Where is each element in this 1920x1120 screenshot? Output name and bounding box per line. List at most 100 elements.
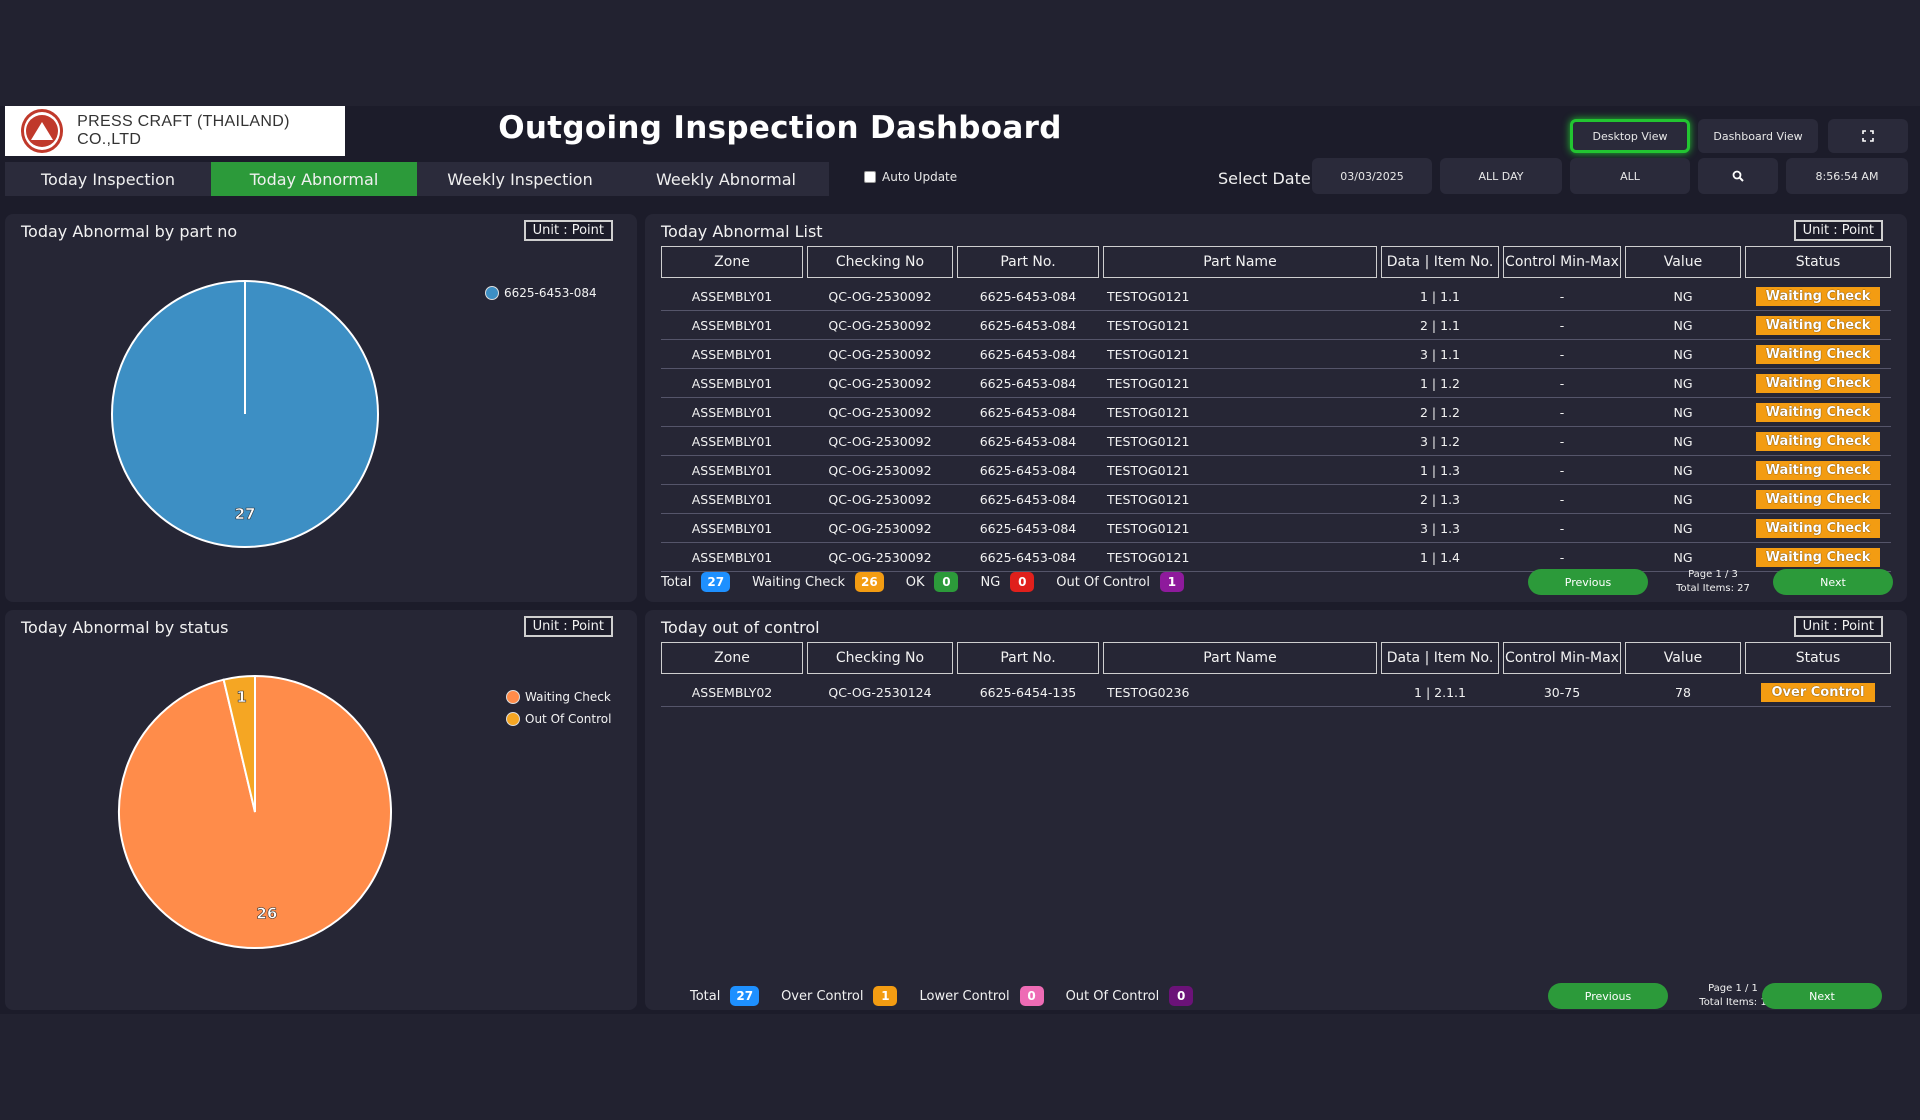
cell-checking-no: QC-OG-2530092	[828, 404, 932, 420]
tab-today-abnormal[interactable]: Today Abnormal	[211, 162, 417, 196]
abnormal-table-body: ASSEMBLY01 QC-OG-2530092 6625-6453-084 TEST…	[661, 282, 1891, 572]
table-row[interactable]: ASSEMBLY01 QC-OG-2530092 6625-6453-084 TEST…	[661, 514, 1891, 543]
cell-value: NG	[1673, 375, 1693, 391]
dashboard-view-button[interactable]: Dashboard View	[1698, 119, 1818, 153]
tab-weekly-inspection[interactable]: Weekly Inspection	[447, 169, 593, 189]
column-header-status: Status	[1745, 642, 1891, 674]
cell-status: Waiting Check	[1745, 456, 1891, 484]
table-row[interactable]: ASSEMBLY01 QC-OG-2530092 6625-6453-084 TEST…	[661, 427, 1891, 456]
table-row[interactable]: ASSEMBLY01 QC-OG-2530092 6625-6453-084 TEST…	[661, 282, 1891, 311]
search-button[interactable]	[1698, 158, 1778, 194]
tab-bar: Today Inspection Today Abnormal Weekly I…	[5, 162, 829, 196]
cell-checking-no: QC-OG-2530092	[828, 346, 932, 362]
cell-part-name: TESTOG0121	[1107, 433, 1190, 449]
summary-item: Out Of Control 1	[1056, 572, 1184, 592]
pie-chart-part: 27	[111, 280, 379, 548]
table-row[interactable]: ASSEMBLY01 QC-OG-2530092 6625-6453-084 TEST…	[661, 398, 1891, 427]
table-header: Zone Checking No Part No. Part Name Data | I…	[661, 642, 1891, 674]
pie-slice[interactable]	[222, 674, 256, 813]
shift-select[interactable]: ALL DAY	[1440, 158, 1562, 194]
cell-value: 78	[1675, 684, 1691, 700]
cell-checking-no: QC-OG-2530092	[828, 491, 932, 507]
cell-part-no: 6625-6453-084	[979, 549, 1077, 565]
cell-data-item-no: 3 | 1.2	[1420, 433, 1460, 449]
legend-label: Waiting Check	[525, 690, 611, 704]
unit-badge: Unit : Point	[1793, 616, 1883, 637]
table-row[interactable]: ASSEMBLY01 QC-OG-2530092 6625-6453-084 TEST…	[661, 311, 1891, 340]
tab-weekly-abnormal[interactable]: Weekly Abnormal	[656, 169, 796, 189]
column-header-value: Value	[1625, 642, 1741, 674]
cell-data-item-no: 1 | 1.4	[1420, 549, 1460, 565]
summary-item: Total 27	[661, 572, 731, 592]
next-button[interactable]: Next	[1773, 569, 1893, 595]
cell-zone: ASSEMBLY01	[691, 433, 773, 449]
unit-badge: Unit : Point	[523, 616, 613, 637]
cell-checking-no: QC-OG-2530092	[828, 288, 932, 304]
desktop-view-button[interactable]: Desktop View	[1570, 119, 1690, 153]
chart-title: Today Abnormal by part no	[21, 222, 238, 241]
zone-select[interactable]: ALL	[1570, 158, 1690, 194]
auto-update-checkbox[interactable]	[864, 171, 876, 183]
cell-part-name: TESTOG0121	[1107, 288, 1190, 304]
company-logo-icon	[21, 109, 64, 153]
column-header-part-name: Part Name	[1103, 246, 1377, 278]
auto-update-toggle[interactable]: Auto Update	[864, 170, 957, 184]
legend-item: Waiting Check	[506, 690, 611, 704]
table-row[interactable]: ASSEMBLY01 QC-OG-2530092 6625-6453-084 TEST…	[661, 369, 1891, 398]
pie-chart-status: 26 1	[118, 674, 392, 949]
column-header-data-item-no: Data | Item No.	[1381, 246, 1499, 278]
cell-zone: ASSEMBLY01	[691, 549, 773, 565]
status-badge: Over Control	[1761, 682, 1875, 702]
legend-swatch	[485, 286, 499, 300]
status-badge: Waiting Check	[1755, 373, 1881, 393]
status-badge: Waiting Check	[1755, 489, 1881, 509]
fullscreen-icon	[1862, 130, 1874, 142]
unit-badge: Unit : Point	[1793, 220, 1883, 241]
chart-legend: 6625-6453-084	[485, 286, 597, 300]
previous-button[interactable]: Previous	[1528, 569, 1648, 595]
cell-part-no: 6625-6453-084	[979, 317, 1077, 333]
status-badge: Waiting Check	[1755, 431, 1881, 451]
table-row[interactable]: ASSEMBLY01 QC-OG-2530092 6625-6453-084 TEST…	[661, 485, 1891, 514]
legend-item: 6625-6453-084	[485, 286, 597, 300]
unit-badge: Unit : Point	[523, 220, 613, 241]
table-row[interactable]: ASSEMBLY02 QC-OG-2530124 6625-6454-135 TEST…	[661, 678, 1891, 707]
cell-zone: ASSEMBLY01	[691, 375, 773, 391]
summary-item: Lower Control 0	[919, 986, 1044, 1006]
cell-part-no: 6625-6453-084	[979, 375, 1077, 391]
table-row[interactable]: ASSEMBLY01 QC-OG-2530092 6625-6453-084 TEST…	[661, 456, 1891, 485]
fullscreen-button[interactable]	[1828, 119, 1908, 153]
tab-today-inspection[interactable]: Today Inspection	[41, 169, 175, 189]
previous-button[interactable]: Previous	[1548, 983, 1668, 1009]
select-date-label: Select Date	[1218, 169, 1311, 188]
table-row[interactable]: ASSEMBLY01 QC-OG-2530092 6625-6453-084 TEST…	[661, 340, 1891, 369]
table-row[interactable]: ASSEMBLY01 QC-OG-2530092 6625-6453-084 TEST…	[661, 543, 1891, 572]
summary-item: Total 27	[690, 986, 760, 1006]
summary-label: Over Control	[781, 988, 864, 1004]
cell-part-name: TESTOG0121	[1107, 346, 1190, 362]
summary-count-badge: 1	[873, 986, 898, 1006]
cell-zone: ASSEMBLY02	[691, 684, 773, 700]
auto-update-label: Auto Update	[882, 170, 958, 184]
cell-status: Waiting Check	[1745, 543, 1891, 571]
cell-part-name: TESTOG0121	[1107, 462, 1190, 478]
next-button[interactable]: Next	[1762, 983, 1882, 1009]
cell-checking-no: QC-OG-2530092	[828, 549, 932, 565]
column-header-part-no: Part No.	[957, 246, 1099, 278]
cell-data-item-no: 3 | 1.1	[1420, 346, 1460, 362]
summary-item: Over Control 1	[781, 986, 898, 1006]
date-picker[interactable]: 03/03/2025	[1312, 158, 1432, 194]
cell-control-min-max: -	[1559, 288, 1565, 304]
cell-status: Waiting Check	[1745, 514, 1891, 542]
pie-data-label: 26	[256, 904, 277, 922]
cell-control-min-max: -	[1559, 491, 1565, 507]
cell-control-min-max: -	[1559, 317, 1565, 333]
cell-status: Waiting Check	[1745, 282, 1891, 310]
cell-part-name: TESTOG0121	[1107, 317, 1190, 333]
summary-item: NG 0	[980, 572, 1035, 592]
cell-zone: ASSEMBLY01	[691, 346, 773, 362]
summary-label: OK	[905, 574, 925, 590]
abnormal-by-status-panel: Today Abnormal by status Unit : Point 26…	[5, 610, 637, 1010]
column-header-control-min-max: Control Min-Max	[1503, 642, 1621, 674]
cell-part-no: 6625-6453-084	[979, 433, 1077, 449]
